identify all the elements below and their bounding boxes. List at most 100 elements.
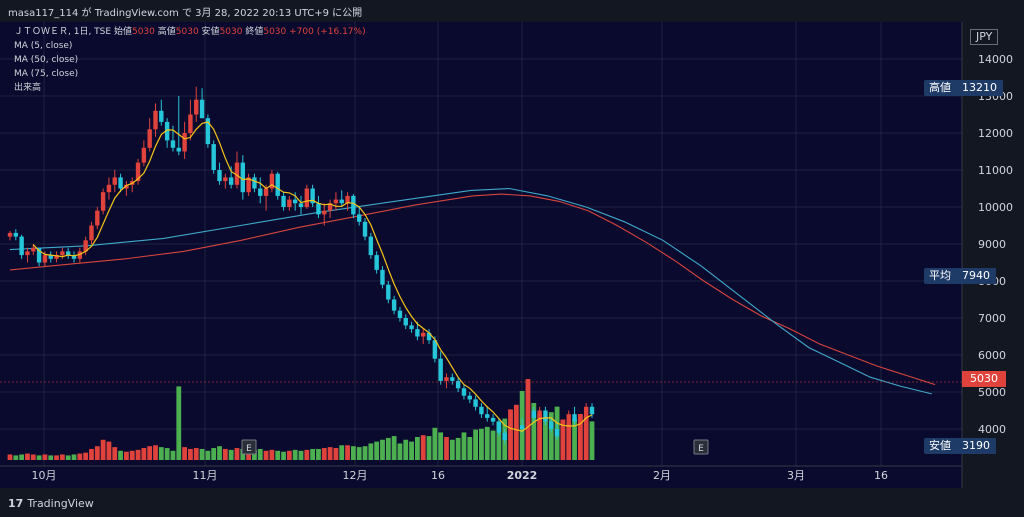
candle-body bbox=[357, 214, 362, 222]
volume-bar bbox=[415, 437, 420, 460]
volume-bar bbox=[298, 450, 304, 460]
candle-body bbox=[374, 255, 379, 270]
ma5-line bbox=[32, 121, 593, 432]
ma75-polyline bbox=[9, 193, 936, 386]
volume-bar bbox=[100, 439, 106, 460]
candle-body bbox=[345, 195, 350, 204]
volume-bar bbox=[432, 427, 438, 460]
candle-body bbox=[95, 210, 100, 226]
candle-body bbox=[333, 199, 339, 204]
volume-bar bbox=[217, 446, 222, 460]
high-label: 高値 bbox=[157, 27, 176, 37]
volume-bar bbox=[65, 455, 71, 460]
volume-bar bbox=[484, 426, 490, 460]
candle-body bbox=[543, 410, 548, 422]
volume-bar bbox=[252, 449, 257, 460]
price-tick-label: 10000 bbox=[978, 201, 1013, 214]
candle-body bbox=[188, 114, 193, 133]
volume-bar bbox=[438, 432, 444, 460]
candle-body bbox=[450, 377, 455, 381]
volume-bar bbox=[310, 448, 316, 460]
volume-bar bbox=[182, 447, 187, 460]
candle-body bbox=[560, 429, 566, 437]
earnings-marker-label: E bbox=[698, 444, 704, 454]
legend-ma75[interactable]: MA (75, close) bbox=[14, 69, 79, 79]
volume-bar bbox=[350, 446, 356, 460]
time-tick-label: 16 bbox=[431, 469, 445, 482]
candle-body bbox=[60, 251, 65, 256]
candle-body bbox=[351, 195, 356, 215]
price-tick-label: 11000 bbox=[978, 164, 1013, 177]
candle-body bbox=[25, 251, 30, 256]
volume-bar bbox=[89, 448, 94, 460]
volume-bar bbox=[112, 447, 118, 460]
candle-body bbox=[240, 162, 245, 193]
volume-bar bbox=[385, 437, 391, 460]
candle-body bbox=[211, 144, 216, 170]
candle-body bbox=[339, 199, 344, 204]
tradingview-logo[interactable]: 17 TradingView bbox=[8, 497, 94, 510]
volume-bar bbox=[380, 439, 385, 460]
time-tick-label: 10月 bbox=[32, 469, 57, 482]
high-tag: 高値 13210 bbox=[924, 80, 1003, 96]
legend-ma50[interactable]: MA (50, close) bbox=[14, 55, 79, 65]
volume-bar bbox=[426, 436, 432, 460]
candle-body bbox=[549, 421, 554, 429]
candle-body bbox=[508, 429, 513, 441]
ma50-polyline bbox=[9, 187, 932, 395]
volume-bar bbox=[473, 429, 478, 460]
legend-volume[interactable]: 出来高 bbox=[14, 83, 42, 93]
volume-bar bbox=[327, 447, 333, 460]
price-tick-label: 12000 bbox=[978, 127, 1013, 140]
earnings-marker-box bbox=[693, 439, 709, 455]
candle-body bbox=[316, 203, 321, 215]
volume-bar bbox=[234, 448, 240, 460]
volume-bar bbox=[193, 448, 199, 460]
candle-body bbox=[490, 417, 496, 422]
legend-ma5[interactable]: MA (5, close) bbox=[14, 41, 73, 51]
volume-bar bbox=[339, 445, 345, 460]
volume-bar bbox=[188, 448, 193, 460]
volume-bar bbox=[455, 437, 461, 460]
footer-bar: 17 TradingView bbox=[0, 488, 1024, 517]
volume-bar bbox=[391, 436, 397, 460]
candle-body bbox=[386, 284, 391, 300]
candle-body bbox=[135, 162, 141, 182]
time-tick-label: 3月 bbox=[787, 469, 805, 482]
volume-bar bbox=[118, 450, 123, 460]
volume-bar bbox=[281, 451, 286, 460]
candle-body bbox=[514, 425, 519, 429]
time-tick-label: 12月 bbox=[343, 469, 368, 482]
candle-body bbox=[438, 358, 443, 381]
volume-bar bbox=[71, 454, 77, 460]
volume-bar bbox=[170, 450, 176, 460]
ma75-line bbox=[9, 193, 936, 386]
candle-body bbox=[403, 318, 408, 326]
volume-bar bbox=[13, 455, 19, 460]
volume-bar bbox=[222, 448, 228, 460]
volume-bar bbox=[356, 447, 362, 460]
candle-body bbox=[223, 177, 228, 182]
average-tag: 平均 7940 bbox=[924, 268, 996, 284]
candle-body bbox=[572, 414, 577, 422]
volume-bar bbox=[548, 412, 554, 460]
price-chart[interactable]: EE 4000500060007000800090001000011000120… bbox=[0, 22, 1024, 488]
currency-button[interactable]: JPY bbox=[970, 29, 999, 45]
low-tag-value: 3190 bbox=[956, 438, 996, 454]
candle-body bbox=[368, 236, 374, 256]
candle-body bbox=[502, 432, 507, 441]
price-axis[interactable]: 4000500060007000800090001000011000120001… bbox=[978, 53, 1013, 436]
candle-body bbox=[118, 177, 123, 189]
price-tick-label: 6000 bbox=[978, 349, 1006, 362]
high-tag-value: 13210 bbox=[956, 80, 1003, 96]
time-axis[interactable]: 10月 11月 12月 16 2022 2月 3月 16 bbox=[32, 469, 889, 482]
candle-body bbox=[7, 232, 13, 237]
volume-bar bbox=[490, 430, 496, 460]
volume-bar bbox=[199, 448, 205, 460]
volume-bar bbox=[467, 437, 473, 460]
time-tick-label: 11月 bbox=[193, 469, 218, 482]
volume-bar bbox=[566, 423, 572, 460]
candle-body bbox=[578, 417, 583, 422]
candle-body bbox=[461, 388, 467, 396]
